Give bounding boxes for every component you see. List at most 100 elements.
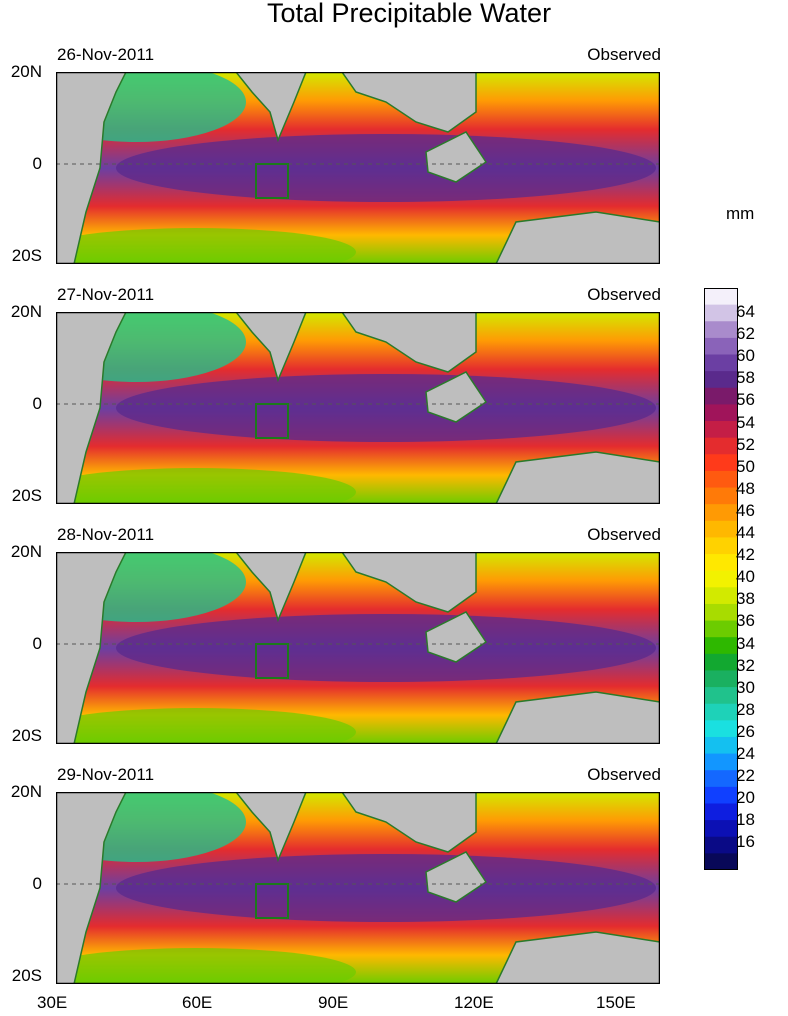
colorbar-segment xyxy=(704,554,738,572)
southeast-asia-landmass xyxy=(341,792,477,853)
colorbar-segment xyxy=(704,371,738,389)
india-landmass xyxy=(235,792,307,863)
moist-band xyxy=(116,134,656,202)
colorbar-segment xyxy=(704,454,738,472)
panel-date: 28-Nov-2011 xyxy=(57,525,155,544)
dry-region-south xyxy=(56,468,356,504)
australia-landmass xyxy=(495,931,660,984)
lat-label: 20S xyxy=(11,246,42,265)
colorbar-tick-label: 62 xyxy=(736,324,755,344)
colorbar-tick-label: 24 xyxy=(736,744,755,763)
map-panel-1 xyxy=(56,72,660,264)
lon-label-90e: 90E xyxy=(318,993,349,1012)
panel-date: 27-Nov-2011 xyxy=(57,285,155,304)
colorbar-tick-label: 16 xyxy=(736,832,755,852)
colorbar-tick-label: 44 xyxy=(736,523,755,542)
colorbar-segment xyxy=(704,354,738,372)
panel-observed-label: Observed xyxy=(587,765,661,784)
colorbar-segment xyxy=(704,470,738,489)
colorbar-tick-label: 50 xyxy=(736,456,755,476)
lat-label: 0 xyxy=(32,154,42,173)
colorbar-segment xyxy=(704,404,738,422)
colorbar-segment xyxy=(704,653,738,671)
borneo-landmass xyxy=(425,371,488,423)
colorbar xyxy=(704,288,738,870)
panel-date: 29-Nov-2011 xyxy=(57,765,155,784)
moist-band xyxy=(116,854,656,922)
colorbar-segment xyxy=(704,487,738,505)
dry-region-south xyxy=(56,708,356,744)
colorbar-tick-label: 54 xyxy=(736,412,755,432)
lat-label: 0 xyxy=(32,874,42,893)
colorbar-tick-label: 52 xyxy=(736,434,755,454)
colorbar-tick-label: 32 xyxy=(736,655,755,675)
lon-label-150e: 150E xyxy=(596,993,636,1012)
colorbar-segment xyxy=(704,786,738,804)
study-region-box xyxy=(255,643,289,679)
lat-label: 0 xyxy=(32,394,42,413)
map-panel-3 xyxy=(56,552,660,744)
colorbar-segment xyxy=(704,537,738,555)
colorbar-frame xyxy=(704,288,738,870)
lat-label: 20N xyxy=(10,782,42,801)
lat-label: 0 xyxy=(32,634,42,653)
colorbar-segment xyxy=(704,637,738,655)
colorbar-tick-label: 56 xyxy=(736,390,755,410)
colorbar-segment xyxy=(704,321,738,339)
colorbar-tick-label: 42 xyxy=(736,545,755,565)
colorbar-tick-label: 34 xyxy=(736,633,755,653)
colorbar-tick-label: 36 xyxy=(736,611,755,631)
colorbar-tick-label: 58 xyxy=(736,368,755,388)
colorbar-segment xyxy=(704,720,738,738)
australia-landmass xyxy=(495,691,660,744)
units-label: mm xyxy=(726,204,755,223)
study-region-box xyxy=(255,403,289,439)
moist-band xyxy=(116,374,656,442)
india-landmass xyxy=(235,552,307,623)
australia-landmass xyxy=(495,451,660,504)
colorbar-segment xyxy=(704,853,738,870)
colorbar-segment xyxy=(704,288,738,306)
lat-label: 20N xyxy=(10,542,42,561)
colorbar-segment xyxy=(704,670,738,688)
colorbar-segment xyxy=(704,603,738,622)
borneo-landmass xyxy=(425,131,488,183)
lon-label-120e: 120E xyxy=(454,993,494,1012)
dry-region-south xyxy=(56,948,356,984)
lat-label: 20S xyxy=(11,726,42,745)
colorbar-tick-label: 26 xyxy=(736,721,755,741)
figure-title: Total Precipitable Water xyxy=(266,0,552,28)
colorbar-segment xyxy=(704,736,738,755)
panel-frame xyxy=(56,312,660,504)
colorbar-tick-label: 38 xyxy=(736,589,755,609)
colorbar-tick-label: 22 xyxy=(736,766,755,786)
colorbar-segment xyxy=(704,421,738,439)
map-panel-2 xyxy=(56,312,660,504)
colorbar-tick-label: 60 xyxy=(736,346,755,366)
colorbar-segment xyxy=(704,820,738,838)
panel-frame xyxy=(56,72,660,264)
colorbar-segment xyxy=(704,836,738,854)
lat-label: 20S xyxy=(11,486,42,505)
colorbar-segment xyxy=(704,687,738,705)
africa-landmass xyxy=(56,72,127,264)
colorbar-segment xyxy=(704,570,738,588)
colorbar-tick-label: 40 xyxy=(736,567,755,587)
colorbar-tick-label: 20 xyxy=(736,788,755,808)
colorbar-segment xyxy=(704,337,738,356)
colorbar-segment xyxy=(704,504,738,522)
borneo-landmass xyxy=(425,611,488,663)
colorbar-segment xyxy=(704,703,738,721)
colorbar-segment xyxy=(704,753,738,771)
lat-label: 20S xyxy=(11,966,42,985)
panel-frame xyxy=(56,792,660,984)
southeast-asia-landmass xyxy=(341,552,477,613)
moist-band xyxy=(116,614,656,682)
colorbar-tick-label: 64 xyxy=(736,302,755,321)
southeast-asia-landmass xyxy=(341,312,477,373)
colorbar-segment xyxy=(704,620,738,638)
southeast-asia-landmass xyxy=(341,72,477,133)
panel-observed-label: Observed xyxy=(587,525,661,544)
africa-landmass xyxy=(56,312,127,504)
colorbar-segment xyxy=(704,770,738,788)
